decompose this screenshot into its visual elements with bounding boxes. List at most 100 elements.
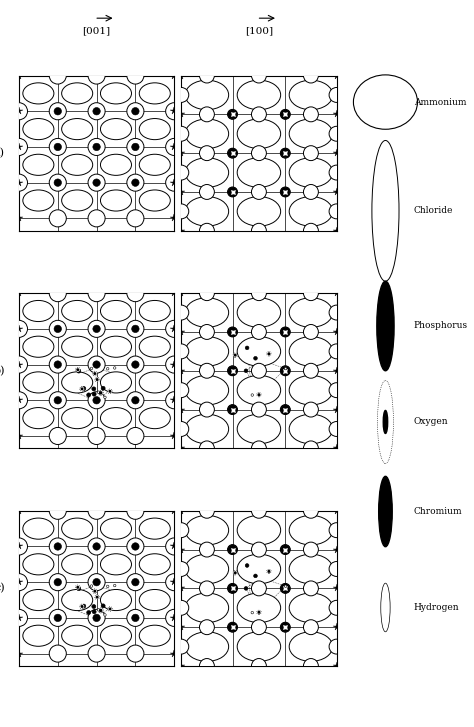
Circle shape — [132, 179, 139, 186]
Text: [001]: [001] — [82, 26, 110, 35]
Ellipse shape — [62, 590, 93, 611]
Circle shape — [107, 585, 109, 587]
Circle shape — [132, 143, 139, 150]
Circle shape — [113, 366, 116, 369]
Circle shape — [132, 614, 139, 622]
Circle shape — [54, 108, 62, 115]
Ellipse shape — [23, 300, 54, 321]
Circle shape — [252, 286, 266, 300]
Circle shape — [268, 353, 270, 355]
Circle shape — [281, 327, 290, 337]
Circle shape — [10, 174, 27, 191]
Circle shape — [281, 366, 290, 375]
Circle shape — [54, 179, 62, 186]
Circle shape — [281, 545, 290, 554]
Circle shape — [200, 619, 214, 635]
Ellipse shape — [139, 300, 170, 321]
Circle shape — [200, 503, 214, 518]
Ellipse shape — [237, 515, 281, 545]
Circle shape — [303, 441, 319, 456]
Circle shape — [280, 187, 290, 197]
Circle shape — [97, 391, 100, 393]
Circle shape — [329, 422, 344, 436]
Circle shape — [10, 574, 27, 591]
Circle shape — [127, 574, 144, 591]
Text: a): a) — [0, 148, 5, 158]
Circle shape — [10, 538, 27, 555]
Ellipse shape — [23, 83, 54, 104]
Circle shape — [280, 148, 290, 158]
Circle shape — [377, 380, 393, 464]
Ellipse shape — [23, 190, 54, 211]
Circle shape — [281, 405, 290, 414]
Ellipse shape — [62, 408, 93, 429]
Circle shape — [200, 185, 214, 199]
Circle shape — [165, 356, 183, 373]
Circle shape — [132, 361, 139, 369]
Circle shape — [258, 611, 260, 613]
Circle shape — [228, 405, 237, 414]
Circle shape — [49, 356, 66, 373]
Circle shape — [245, 563, 249, 567]
Circle shape — [200, 441, 214, 456]
Ellipse shape — [23, 119, 54, 140]
Circle shape — [88, 427, 105, 444]
Ellipse shape — [100, 83, 131, 104]
Circle shape — [377, 281, 394, 371]
Circle shape — [100, 610, 101, 611]
Circle shape — [235, 354, 236, 356]
Circle shape — [303, 68, 319, 83]
Ellipse shape — [289, 119, 333, 148]
Circle shape — [54, 325, 62, 332]
Circle shape — [200, 364, 214, 378]
Circle shape — [77, 587, 79, 588]
Circle shape — [174, 601, 189, 615]
Circle shape — [113, 585, 116, 587]
Circle shape — [165, 609, 183, 627]
Circle shape — [49, 609, 66, 627]
Ellipse shape — [237, 80, 281, 110]
Circle shape — [252, 107, 266, 122]
Circle shape — [228, 110, 237, 119]
Ellipse shape — [23, 554, 54, 575]
Circle shape — [252, 145, 266, 161]
Circle shape — [92, 589, 97, 593]
Circle shape — [228, 366, 237, 376]
Circle shape — [132, 108, 139, 115]
Circle shape — [174, 561, 189, 577]
Circle shape — [108, 606, 112, 611]
Circle shape — [200, 659, 214, 673]
Circle shape — [174, 639, 189, 654]
Circle shape — [92, 392, 96, 396]
Ellipse shape — [237, 632, 281, 662]
Circle shape — [281, 110, 290, 119]
Ellipse shape — [100, 371, 131, 393]
Text: Chromium: Chromium — [414, 507, 463, 516]
Ellipse shape — [139, 336, 170, 357]
Ellipse shape — [139, 554, 170, 575]
Circle shape — [88, 574, 105, 591]
Circle shape — [88, 103, 105, 120]
Ellipse shape — [62, 336, 93, 357]
Circle shape — [257, 610, 261, 614]
Circle shape — [303, 581, 319, 596]
Circle shape — [80, 387, 84, 391]
Ellipse shape — [237, 414, 281, 443]
Circle shape — [88, 538, 105, 555]
Circle shape — [93, 579, 100, 586]
Ellipse shape — [23, 518, 54, 539]
Ellipse shape — [289, 632, 333, 662]
Circle shape — [200, 107, 214, 122]
Ellipse shape — [23, 371, 54, 393]
Circle shape — [303, 185, 319, 199]
Circle shape — [77, 587, 81, 590]
Circle shape — [54, 396, 62, 404]
Circle shape — [132, 579, 139, 586]
Circle shape — [132, 543, 139, 550]
Circle shape — [93, 179, 100, 186]
Circle shape — [251, 611, 254, 614]
Circle shape — [101, 604, 105, 608]
Ellipse shape — [289, 158, 333, 188]
Text: Hydrogen: Hydrogen — [414, 603, 459, 612]
Circle shape — [88, 356, 105, 373]
